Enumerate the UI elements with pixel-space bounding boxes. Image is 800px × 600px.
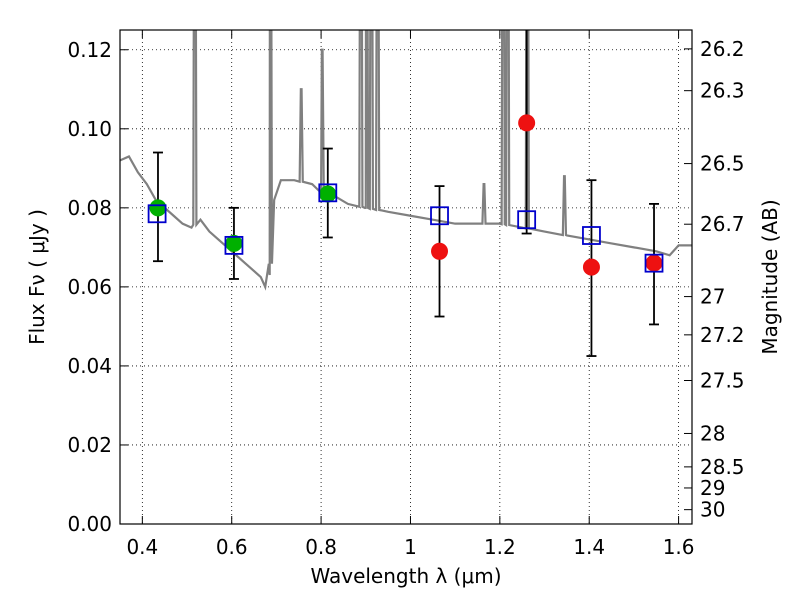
model-photometry-box — [517, 210, 537, 230]
x-axis-title: Wavelength λ (μm) — [310, 564, 501, 588]
y-tick-label: 0.00 — [67, 512, 112, 536]
y-tick-label: 0.12 — [67, 38, 112, 62]
magnitude-tick-label: 27.2 — [700, 323, 745, 347]
x-tick-label: 0.6 — [216, 535, 248, 559]
y-tick-labels: 0.00 0.02 0.04 0.06 0.08 0.10 0.12 — [67, 38, 112, 536]
magnitude-tick-label: 27.5 — [700, 369, 745, 393]
x-tick-label: 0.4 — [126, 535, 158, 559]
x-tick-label: 1.6 — [663, 535, 695, 559]
plot-background — [120, 30, 692, 524]
magnitude-tick-label: 30 — [700, 498, 725, 522]
model-photometry-box — [147, 204, 167, 224]
model-photometry-box — [224, 235, 244, 255]
model-photometry-box — [430, 206, 449, 226]
magnitude-tick-label: 26.7 — [700, 212, 745, 236]
model-photometry-box — [644, 253, 664, 273]
detection-point — [225, 234, 243, 252]
plot-frame — [119, 29, 693, 525]
photometry-markers — [147, 114, 664, 276]
magnitude-tick-label: 26.5 — [700, 152, 745, 176]
magnitude-tick-label: 28.5 — [700, 455, 745, 479]
magnitude-tick-label: 28 — [700, 421, 725, 445]
y-tick-label: 0.02 — [67, 433, 112, 457]
y-axis-title: Flux Fν ( μJy ) — [25, 209, 49, 345]
y-tick-label: 0.10 — [67, 117, 112, 141]
magnitude-tick-label: 29 — [700, 476, 725, 500]
model-photometry-box — [318, 183, 338, 203]
right-axis-title: Magnitude (AB) — [758, 199, 782, 354]
x-tick-label: 1 — [404, 535, 417, 559]
x-tick-label: 1.4 — [573, 535, 605, 559]
detection-point — [319, 185, 337, 203]
y-tick-label: 0.06 — [67, 275, 112, 299]
red-point — [431, 242, 449, 260]
x-tick-label: 1.2 — [484, 535, 516, 559]
magnitude-tick-label: 26.2 — [700, 37, 745, 61]
red-point — [582, 258, 600, 276]
x-tick-label: 0.8 — [305, 535, 337, 559]
red-point — [645, 254, 663, 272]
x-tick-labels: 0.4 0.6 0.8 1 1.2 1.4 1.6 — [126, 535, 694, 559]
detection-point — [149, 199, 167, 217]
model-photometry-box — [582, 226, 601, 245]
axis-ticks — [120, 30, 692, 525]
magnitude-tick-label: 27 — [700, 285, 725, 309]
y-tick-label: 0.08 — [67, 196, 112, 220]
red-point — [518, 114, 536, 132]
magnitude-tick-label: 26.3 — [700, 79, 745, 103]
y-tick-label: 0.04 — [67, 354, 112, 378]
